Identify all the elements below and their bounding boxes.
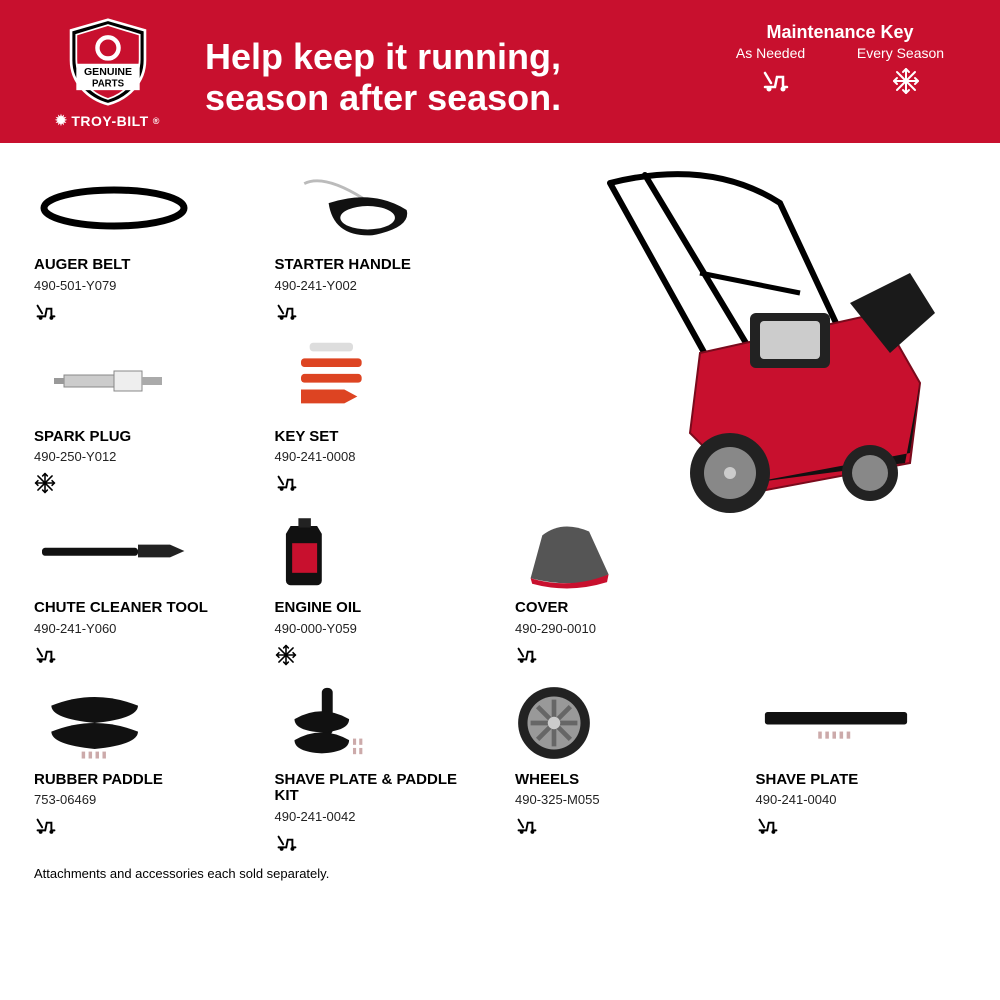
part-image [275, 167, 486, 249]
badge-top-text: GENUINE [83, 66, 131, 78]
content-area: AUGER BELT 490-501-Y079 STARTER HANDLE 490-… [0, 143, 1000, 889]
part-name: SPARK PLUG [34, 429, 245, 446]
part-image [515, 682, 726, 764]
part-name: RUBBER PADDLE [34, 772, 245, 789]
key-title: Maintenance Key [710, 22, 970, 43]
part-cell: SHAVE PLATE & PADDLE KIT 490-241-0042 [275, 682, 486, 856]
part-image [275, 339, 486, 421]
maintenance-asneeded-icon [275, 832, 486, 856]
part-image [34, 510, 245, 592]
part-image [34, 167, 245, 249]
maintenance-key: Maintenance Key As Needed Every Season [710, 18, 970, 102]
maintenance-asneeded-icon [275, 472, 486, 496]
part-cell: KEY SET 490-241-0008 [275, 339, 486, 497]
maintenance-asneeded-icon [275, 301, 486, 325]
part-cell: CHUTE CLEANER TOOL 490-241-Y060 [34, 510, 245, 668]
part-name: KEY SET [275, 429, 486, 446]
footnote: Attachments and accessories each sold se… [34, 866, 966, 881]
part-cell: AUGER BELT 490-501-Y079 [34, 167, 245, 325]
part-image [275, 510, 486, 592]
key-season-label: Every Season [857, 45, 944, 61]
gear-icon: ✹ [55, 112, 67, 129]
part-number: 490-325-M055 [515, 792, 726, 807]
part-name: WHEELS [515, 772, 726, 789]
part-cell: SPARK PLUG 490-250-Y012 [34, 339, 245, 497]
part-number: 490-241-Y002 [275, 278, 486, 293]
part-name: ENGINE OIL [275, 600, 486, 617]
badge-bottom-text: PARTS [91, 79, 124, 90]
part-cell [756, 510, 967, 668]
part-number: 753-06469 [34, 792, 245, 807]
part-cell: SHAVE PLATE 490-241-0040 [756, 682, 967, 856]
brand-text: TROY-BILT [71, 113, 148, 129]
part-cell: RUBBER PADDLE 753-06469 [34, 682, 245, 856]
part-cell: ENGINE OIL 490-000-Y059 [275, 510, 486, 668]
maintenance-asneeded-icon [34, 301, 245, 325]
part-cell: COVER 490-290-0010 [515, 510, 726, 668]
maintenance-season-icon [275, 644, 486, 668]
part-number: 490-250-Y012 [34, 449, 245, 464]
part-number: 490-290-0010 [515, 621, 726, 636]
part-number: 490-241-0040 [756, 792, 967, 807]
genuine-parts-shield-icon: GENUINE PARTS [63, 18, 153, 106]
part-name: STARTER HANDLE [275, 257, 486, 274]
part-name: AUGER BELT [34, 257, 245, 274]
part-image [756, 682, 967, 764]
part-cell: WHEELS 490-325-M055 [515, 682, 726, 856]
part-number: 490-241-0042 [275, 809, 486, 824]
part-image [275, 682, 486, 764]
key-asneeded-label: As Needed [736, 45, 805, 61]
maintenance-asneeded-icon [515, 815, 726, 839]
snowflake-icon [892, 67, 920, 102]
snowblower-icon [761, 67, 791, 102]
maintenance-asneeded-icon [515, 644, 726, 668]
part-number: 490-241-Y060 [34, 621, 245, 636]
part-name: CHUTE CLEANER TOOL [34, 600, 245, 617]
headline-line1: Help keep it running, [205, 36, 561, 77]
maintenance-asneeded-icon [756, 815, 967, 839]
maintenance-asneeded-icon [34, 644, 245, 668]
part-image [34, 339, 245, 421]
header-bar: GENUINE PARTS ✹ TROY-BILT® Help keep it … [0, 0, 1000, 143]
maintenance-season-icon [34, 472, 245, 496]
part-number: 490-241-0008 [275, 449, 486, 464]
maintenance-asneeded-icon [34, 815, 245, 839]
brand-logo: ✹ TROY-BILT® [55, 112, 160, 129]
headline-line2: season after season. [205, 77, 561, 118]
hero-snowblower-image [550, 163, 960, 528]
part-name: SHAVE PLATE [756, 772, 967, 789]
part-number: 490-501-Y079 [34, 278, 245, 293]
part-name: COVER [515, 600, 726, 617]
part-cell: STARTER HANDLE 490-241-Y002 [275, 167, 486, 325]
part-image [34, 682, 245, 764]
part-name: SHAVE PLATE & PADDLE KIT [275, 772, 486, 805]
badge-column: GENUINE PARTS ✹ TROY-BILT® [30, 18, 185, 129]
part-number: 490-000-Y059 [275, 621, 486, 636]
headline: Help keep it running, season after seaso… [185, 18, 710, 119]
